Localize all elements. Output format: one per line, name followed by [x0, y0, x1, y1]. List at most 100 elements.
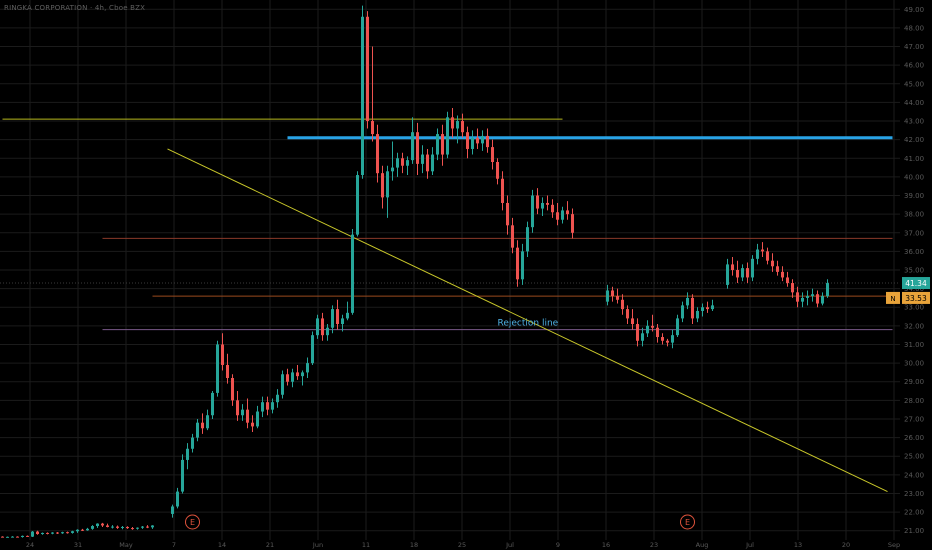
- candle-body: [206, 415, 209, 429]
- candle-body: [611, 290, 614, 297]
- candle-body: [116, 526, 119, 528]
- y-tick-label: 32.00: [904, 322, 924, 330]
- candle-body: [66, 532, 69, 534]
- candle-body: [201, 422, 204, 429]
- candle-body: [701, 307, 704, 311]
- candle-body: [121, 526, 124, 528]
- candle-body: [621, 299, 624, 310]
- candle-body: [331, 309, 334, 328]
- candle-body: [571, 214, 574, 233]
- candle-body: [391, 167, 394, 172]
- y-tick-label: 29.00: [904, 378, 924, 386]
- chart-title: RINGKA CORPORATION · 4h, Cboe BZX: [4, 4, 146, 12]
- candle-body: [506, 202, 509, 226]
- candle-body: [656, 327, 659, 338]
- x-tick-label: 18: [410, 541, 418, 549]
- candle-body: [676, 318, 679, 336]
- candle-body: [361, 16, 364, 176]
- candle-body: [341, 318, 344, 324]
- candle-body: [11, 536, 14, 538]
- candle-body: [41, 532, 44, 535]
- candle-body: [241, 409, 244, 416]
- candle-body: [711, 305, 714, 310]
- candle-body: [191, 437, 194, 449]
- candle-body: [136, 527, 139, 529]
- candle-body: [106, 525, 109, 527]
- earnings-marker-label: E: [685, 518, 690, 527]
- candle-body: [606, 290, 609, 302]
- x-tick-label: 11: [362, 541, 370, 549]
- candle-body: [396, 158, 399, 168]
- candle-body: [386, 171, 389, 198]
- y-tick-label: 40.00: [904, 173, 924, 181]
- candle-body: [111, 526, 114, 528]
- candle-body: [616, 296, 619, 300]
- candle-body: [96, 523, 99, 527]
- y-tick-label: 37.00: [904, 229, 924, 237]
- secondary-tag-box: [886, 291, 900, 304]
- candle-body: [471, 137, 474, 149]
- candle-body: [226, 364, 229, 378]
- candle-body: [31, 531, 34, 537]
- candle-body: [51, 532, 54, 534]
- x-tick-label: 20: [842, 541, 850, 549]
- candle-body: [181, 459, 184, 492]
- candle-body: [406, 160, 409, 166]
- candle-body: [411, 132, 414, 161]
- y-tick-label: 46.00: [904, 62, 924, 70]
- candle-body: [706, 307, 709, 310]
- price-label: 41.34: [905, 279, 927, 288]
- candle-body: [131, 528, 134, 530]
- candle-body: [751, 258, 754, 278]
- secondary-tag: N: [890, 295, 895, 303]
- candle-body: [781, 271, 784, 278]
- candle-body: [216, 344, 219, 393]
- candle-body: [481, 135, 484, 144]
- y-tick-label: 22.00: [904, 509, 924, 517]
- y-tick-label: 28.00: [904, 397, 924, 405]
- candle-body: [766, 251, 769, 261]
- candle-body: [381, 173, 384, 198]
- candle-body: [441, 134, 444, 155]
- candle-body: [316, 318, 319, 336]
- candle-body: [281, 374, 284, 395]
- candle-body: [776, 266, 779, 272]
- y-tick-label: 39.00: [904, 192, 924, 200]
- candle-body: [826, 283, 829, 297]
- candle-body: [221, 344, 224, 365]
- candle-body: [801, 297, 804, 302]
- y-tick-label: 47.00: [904, 43, 924, 51]
- candle-body: [526, 227, 529, 252]
- candle-body: [811, 294, 814, 297]
- candle-body: [816, 294, 819, 304]
- candle-body: [651, 325, 654, 328]
- x-tick-label: 24: [26, 541, 34, 549]
- candle-body: [81, 529, 84, 531]
- candle-body: [491, 147, 494, 162]
- candle-body: [746, 268, 749, 278]
- candle-body: [141, 526, 144, 528]
- candle-body: [76, 529, 79, 532]
- secondary-label: 33.53: [905, 294, 927, 303]
- y-tick-label: 26.00: [904, 434, 924, 442]
- candle-body: [466, 132, 469, 149]
- candle-body: [681, 305, 684, 319]
- candle-body: [306, 363, 309, 373]
- x-tick-label: 16: [602, 541, 610, 549]
- candle-body: [21, 535, 24, 538]
- y-tick-label: 24.00: [904, 471, 924, 479]
- candle-body: [521, 251, 524, 280]
- candle-body: [516, 247, 519, 280]
- candle-body: [231, 378, 234, 401]
- candle-body: [176, 491, 179, 507]
- candle-body: [91, 526, 94, 529]
- candle-body: [321, 318, 324, 336]
- candle-body: [1, 536, 4, 538]
- candle-body: [326, 327, 329, 336]
- candle-body: [771, 260, 774, 267]
- candle-body: [16, 536, 19, 538]
- candle-body: [686, 297, 689, 306]
- candle-body: [536, 195, 539, 209]
- x-tick-label: 14: [218, 541, 226, 549]
